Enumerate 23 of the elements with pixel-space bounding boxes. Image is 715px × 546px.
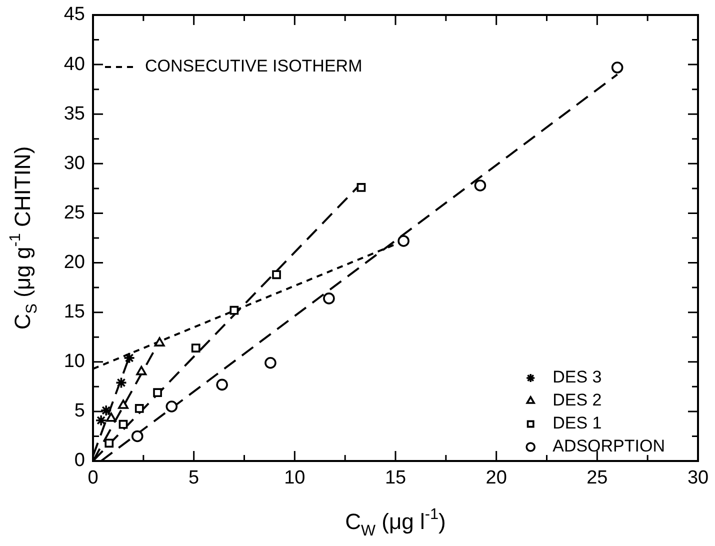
legend-label: DES 1 — [552, 414, 602, 433]
y-tick-label: 0 — [74, 450, 85, 472]
x-tick-label: 5 — [188, 468, 200, 489]
y-tick-label: 5 — [74, 400, 85, 422]
y-tick-label: 30 — [64, 152, 85, 174]
y-tick-label: 35 — [64, 103, 85, 124]
legend-label: DES 2 — [552, 390, 602, 410]
x-tick-label: 15 — [384, 468, 406, 489]
x-tick-label: 20 — [486, 468, 507, 489]
y-tick-label: 45 — [64, 4, 85, 26]
legend-label: DES 3 — [552, 368, 602, 387]
x-tick-label: 0 — [88, 468, 98, 489]
legend-label: CONSECUTIVE ISOTHERM — [145, 56, 362, 76]
x-tick-label: 30 — [687, 468, 709, 489]
y-tick-label: 20 — [64, 252, 85, 274]
legend-label: ADSORPTION — [552, 436, 666, 456]
y-tick-label: 10 — [64, 351, 85, 372]
x-tick-label: 25 — [586, 468, 608, 489]
y-axis-title: CS (μg g-1 CHITIN) — [7, 146, 41, 330]
y-tick-label: 25 — [64, 202, 85, 224]
x-tick-label: 10 — [284, 468, 306, 489]
y-tick-label: 40 — [64, 54, 85, 75]
y-tick-label: 15 — [64, 302, 85, 323]
